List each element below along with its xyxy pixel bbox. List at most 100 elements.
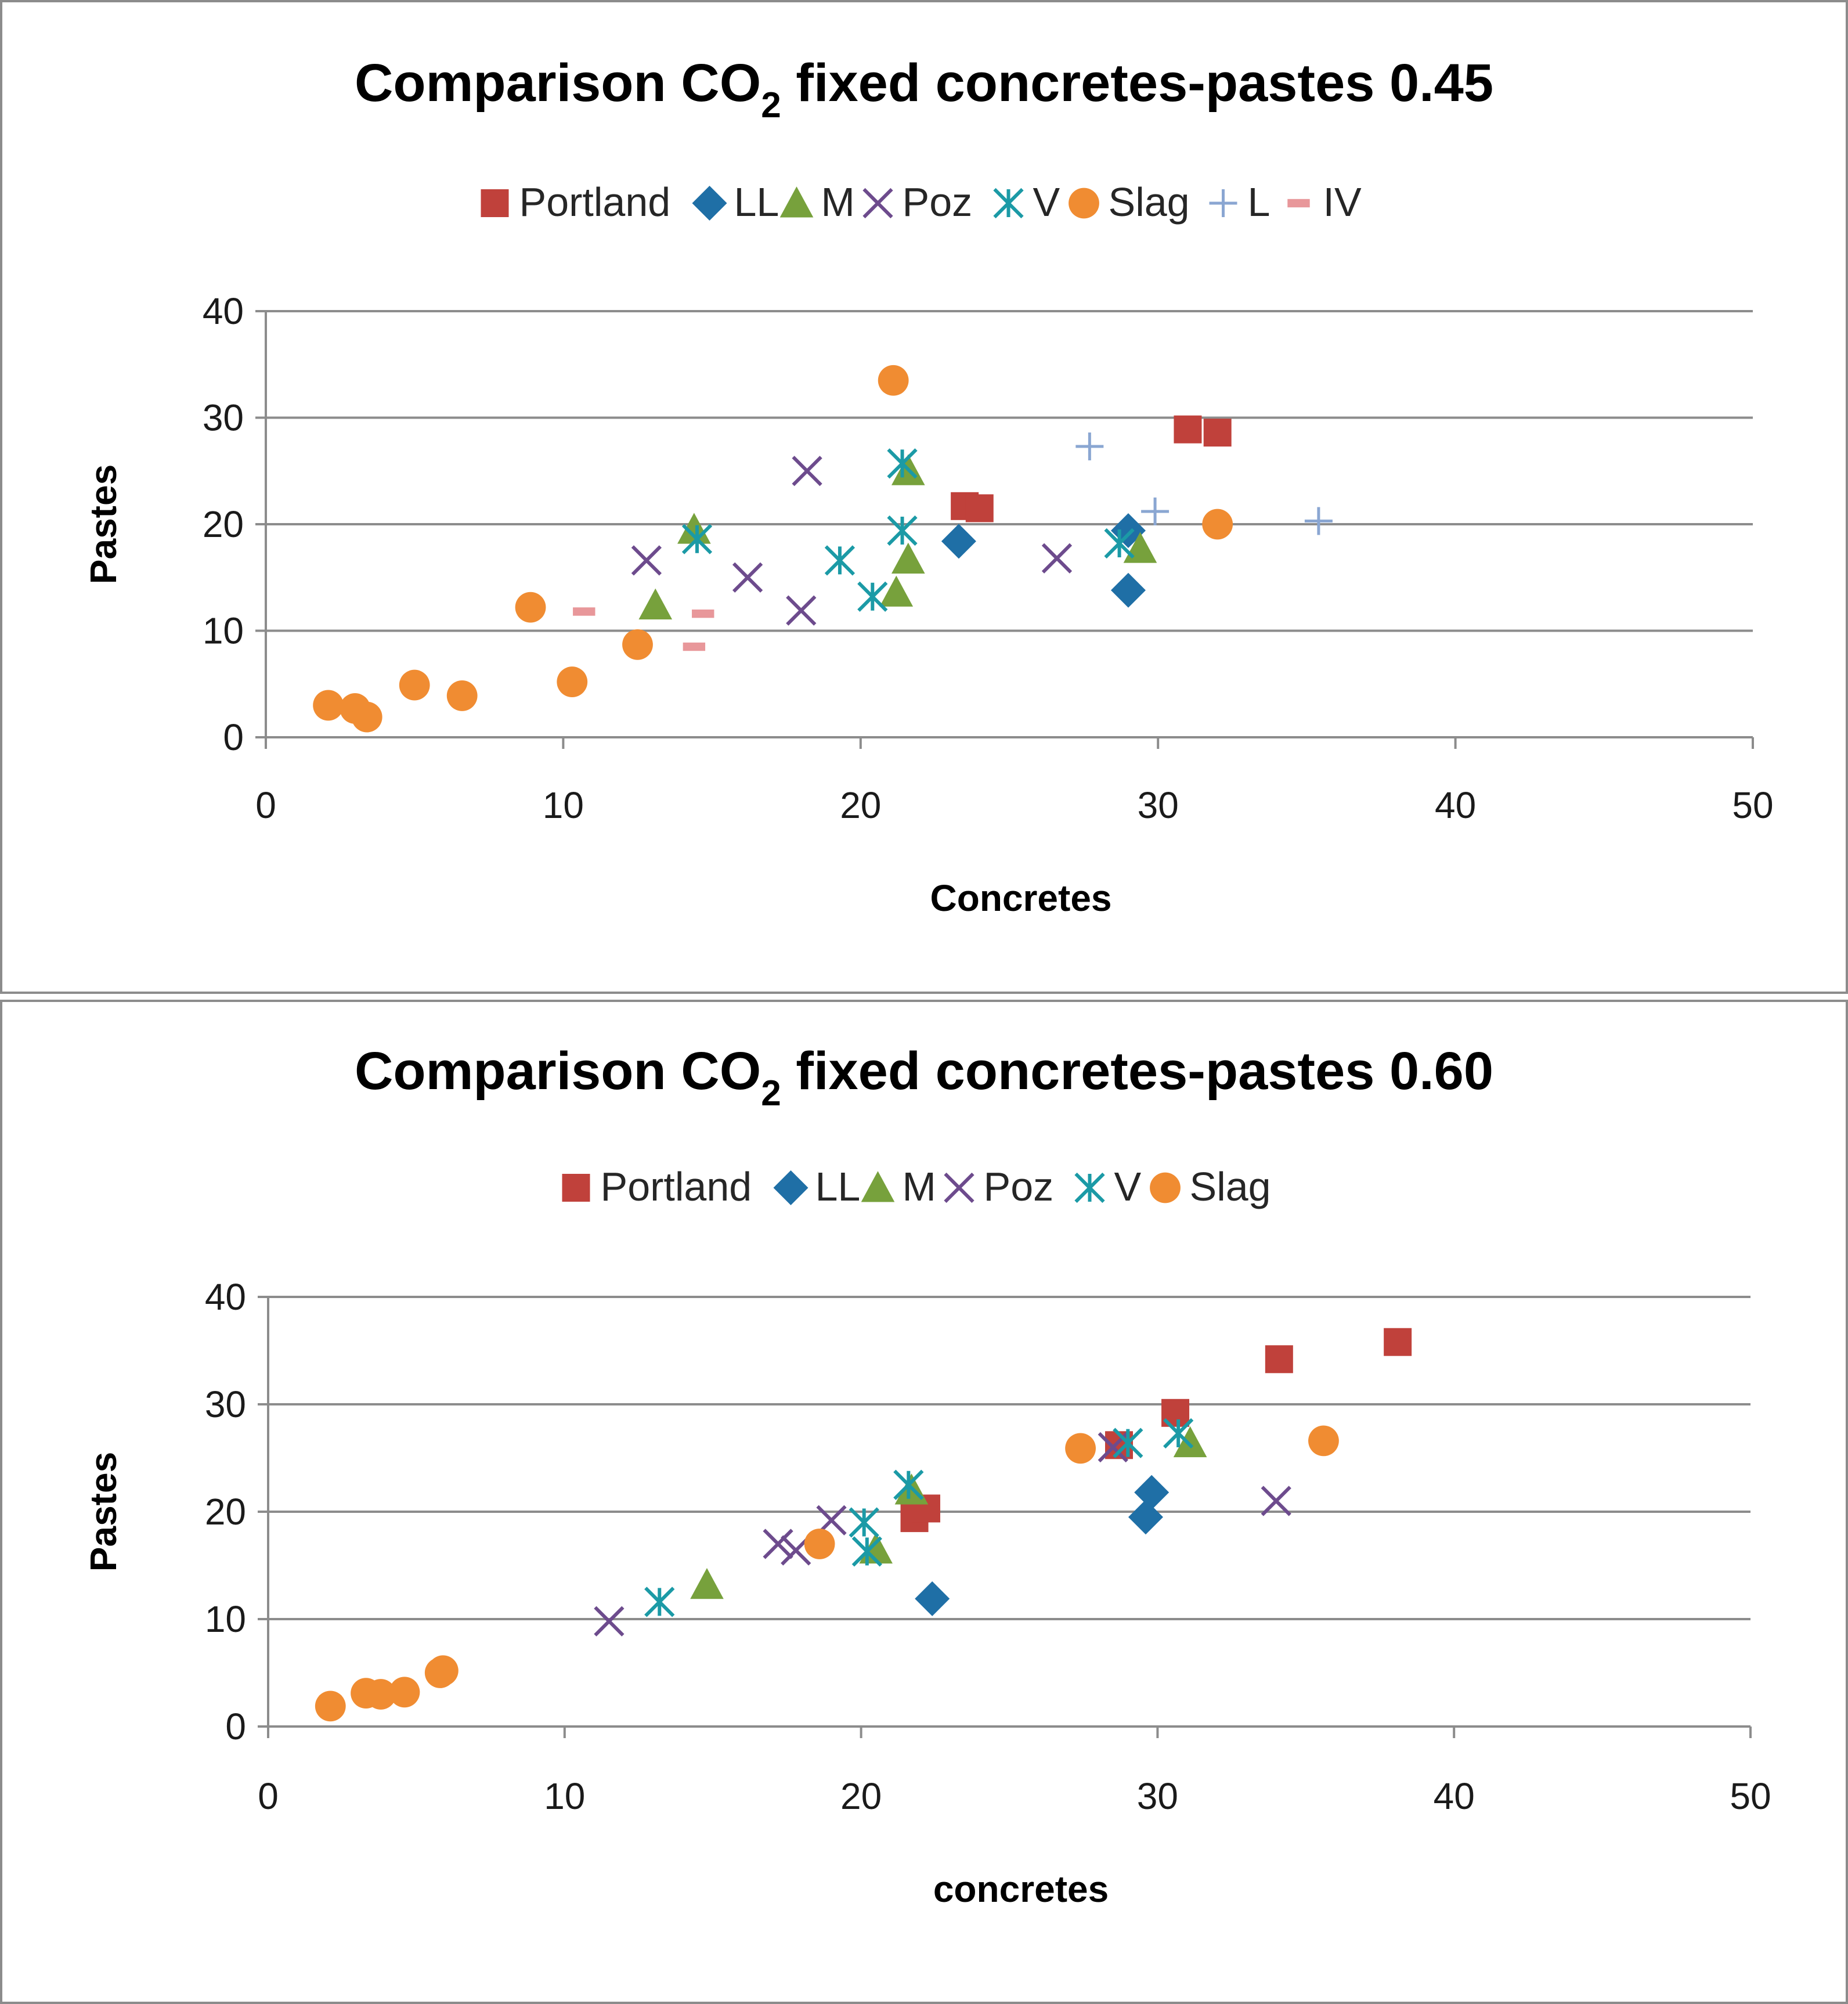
data-point-ll <box>941 524 976 559</box>
legend-label-m: M <box>821 179 855 225</box>
data-point-portland <box>965 494 994 522</box>
x-tick-label: 0 <box>255 784 276 826</box>
data-point-slag <box>557 666 588 697</box>
data-point-poz <box>1261 1486 1291 1516</box>
data-point-m <box>690 1568 724 1599</box>
data-point-slag <box>622 629 653 660</box>
legend-marker-l <box>1209 189 1237 217</box>
data-point-portland <box>1203 419 1232 447</box>
series-slag <box>313 365 1233 733</box>
legend-marker-ll <box>773 1170 808 1205</box>
data-point-v <box>681 524 713 554</box>
x-tick-label: 10 <box>544 1775 585 1817</box>
data-point-v <box>824 545 856 576</box>
legend-item-v: V <box>1074 1164 1142 1209</box>
chart-060: Comparison CO2 fixed concretes-pastes 0.… <box>82 1041 1771 1910</box>
y-tick-label: 10 <box>205 1598 246 1640</box>
data-point-v <box>644 1587 675 1617</box>
x-tick-label: 0 <box>258 1775 279 1817</box>
y-tick-label: 30 <box>205 1383 246 1425</box>
gridlines <box>258 1296 1750 1728</box>
x-tick-label: 50 <box>1732 784 1773 826</box>
data-point-poz <box>763 1529 793 1559</box>
legend-label-slag: Slag <box>1109 179 1190 225</box>
series-poz <box>631 456 1073 626</box>
legend-label-ll: LL <box>815 1164 861 1209</box>
legend-item-ll: LL <box>773 1164 861 1209</box>
legend-marker-poz <box>862 188 893 219</box>
data-point-m <box>879 575 914 607</box>
data-point-l <box>1304 507 1333 535</box>
legend-marker-m <box>861 1171 895 1202</box>
legend-item-poz: Poz <box>944 1164 1054 1209</box>
series-slag <box>315 1425 1339 1722</box>
data-point-l <box>1141 497 1170 525</box>
data-point-portland <box>1265 1345 1293 1374</box>
y-tick-label: 0 <box>225 1706 246 1747</box>
legend-label-poz: Poz <box>984 1164 1054 1209</box>
series-v <box>644 1418 1194 1617</box>
x-axis-title: Concretes <box>930 877 1112 919</box>
legend-item-portland: Portland <box>562 1164 752 1209</box>
data-point-v <box>887 515 918 546</box>
y-tick-label: 10 <box>203 610 244 652</box>
legend-marker-slag <box>1150 1172 1181 1203</box>
y-tick-label: 20 <box>203 503 244 545</box>
data-point-slag <box>315 1691 346 1722</box>
legend-label-slag: Slag <box>1190 1164 1271 1209</box>
data-point-ll <box>915 1581 950 1616</box>
data-point-slag <box>1065 1433 1096 1464</box>
data-point-v <box>1113 1428 1143 1458</box>
chart-title: Comparison CO2 fixed concretes-pastes 0.… <box>355 1041 1493 1113</box>
data-point-slag <box>427 1655 459 1686</box>
gridlines <box>255 310 1753 738</box>
y-axis-title: Pastes <box>82 1452 124 1572</box>
series-ll <box>941 513 1146 608</box>
data-point-slag <box>1202 509 1233 540</box>
data-point-v <box>1163 1418 1194 1449</box>
chart-panel-top: Comparison CO2 fixed concretes-pastes 0.… <box>0 0 1848 994</box>
series-l <box>1075 432 1333 535</box>
data-point-poz <box>732 562 763 593</box>
legend: Portland LL M Poz V Slag <box>562 1164 1271 1209</box>
legend-marker-iv <box>1287 199 1310 208</box>
legend-item-l: L <box>1209 179 1270 225</box>
x-axis-title: concretes <box>933 1868 1109 1910</box>
legend-label-poz: Poz <box>903 179 973 225</box>
x-tick-label: 30 <box>1137 1775 1178 1817</box>
data-point-slag <box>446 680 478 711</box>
y-tick-label: 20 <box>205 1491 246 1533</box>
legend-marker-v <box>1074 1172 1105 1203</box>
data-point-l <box>1075 432 1104 461</box>
data-point-slag <box>389 1677 420 1708</box>
data-point-slag <box>515 592 546 623</box>
data-point-iv <box>573 607 595 616</box>
data-point-ll <box>1128 1500 1163 1535</box>
data-point-v <box>893 1469 924 1500</box>
legend-item-ll: LL <box>692 179 779 225</box>
legend-marker-m <box>779 186 814 218</box>
series-ll <box>915 1475 1170 1616</box>
legend-item-iv: IV <box>1287 179 1362 225</box>
data-point-slag <box>804 1529 835 1559</box>
legend-label-m: M <box>903 1164 936 1209</box>
legend-item-v: V <box>993 179 1060 225</box>
data-point-ll <box>1134 1475 1170 1510</box>
y-tick-label: 40 <box>205 1276 246 1318</box>
data-point-v <box>1104 528 1135 559</box>
y-tick-label: 30 <box>203 397 244 439</box>
data-point-poz <box>594 1606 625 1637</box>
x-tick-label: 10 <box>543 784 584 826</box>
legend-marker-v <box>993 188 1024 219</box>
data-point-m <box>891 542 925 574</box>
data-point-ll <box>1110 572 1146 608</box>
data-point-slag <box>878 365 909 396</box>
series-iv <box>573 607 714 651</box>
data-point-iv <box>692 609 714 618</box>
data-point-v <box>851 1536 882 1567</box>
legend-marker-portland <box>481 189 509 217</box>
data-point-m <box>1173 1426 1207 1458</box>
data-point-poz <box>631 545 662 576</box>
x-tick-label: 40 <box>1434 1775 1475 1817</box>
legend-label-v: V <box>1033 179 1060 225</box>
